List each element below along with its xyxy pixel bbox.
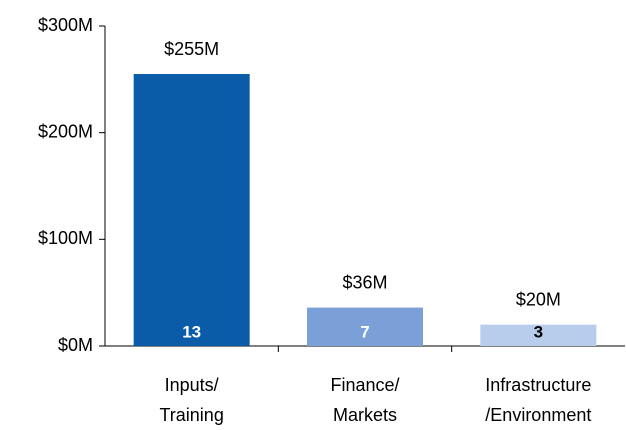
x-tick-label-line: Finance/: [330, 375, 399, 395]
x-tick-label: Finance/Markets: [330, 375, 399, 425]
x-tick-label-line: Infrastructure: [485, 375, 591, 395]
bar: [480, 324, 597, 346]
y-tick-label: $100M: [38, 228, 93, 248]
x-tick-label-line: /Environment: [485, 405, 591, 425]
x-tick-label: Inputs/Training: [159, 375, 223, 425]
count-label: 7: [360, 322, 369, 341]
value-label: $255M: [164, 39, 219, 59]
bar: [307, 307, 423, 346]
x-tick-label-line: Inputs/: [165, 375, 219, 395]
value-label: $36M: [342, 272, 387, 292]
bar: [133, 74, 250, 346]
count-label: 3: [534, 322, 543, 341]
x-tick-label-line: Markets: [333, 405, 397, 425]
x-tick-label-line: Training: [159, 405, 223, 425]
x-tick-label: Infrastructure/Environment: [485, 375, 591, 425]
y-tick-label: $200M: [38, 121, 93, 141]
count-label: 13: [182, 322, 201, 341]
y-tick-label: $300M: [38, 15, 93, 35]
y-tick-label: $0M: [58, 335, 93, 355]
value-label: $20M: [516, 289, 561, 309]
